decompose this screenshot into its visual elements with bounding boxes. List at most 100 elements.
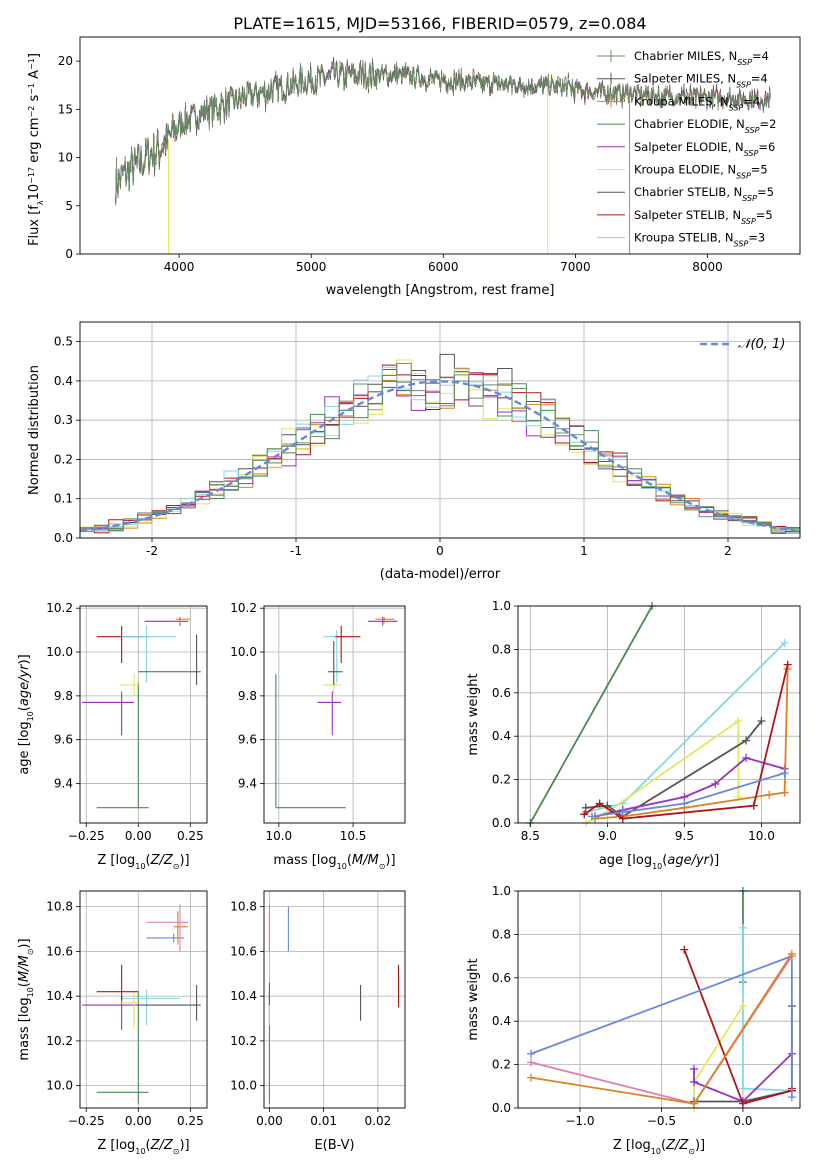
plus-marker xyxy=(595,799,604,808)
plus-marker xyxy=(734,717,743,726)
y-tick-label: 0.8 xyxy=(492,642,511,656)
plus-marker xyxy=(690,1077,699,1086)
plus-marker xyxy=(738,1084,747,1093)
plus-marker xyxy=(527,1073,536,1082)
x-axis-label: E(B-V) xyxy=(314,1138,354,1153)
plus-marker xyxy=(787,1093,796,1102)
plus-marker xyxy=(738,1002,747,1011)
x-tick-label: 0.00 xyxy=(256,1114,283,1128)
y-tick-label: 0.2 xyxy=(492,1058,511,1072)
plus-marker xyxy=(787,949,796,958)
x-tick-label: 0.0 xyxy=(733,1114,752,1128)
plus-marker xyxy=(780,788,789,797)
y-tick-label: 0.6 xyxy=(492,971,511,985)
plus-marker xyxy=(780,769,789,778)
y-tick-label: 0.4 xyxy=(492,729,511,743)
weight-series xyxy=(527,949,796,1108)
weight_vs_age-frame xyxy=(517,605,801,824)
x-axis-label: mass [log10(M/M⊙)] xyxy=(273,853,395,871)
legend-entry: Salpeter ELODIE, NSSP=6 xyxy=(634,140,775,158)
x-axis-label: Z [log10(Z/Z⊙)] xyxy=(97,853,189,871)
data-point xyxy=(96,964,139,1001)
data-point xyxy=(82,996,139,1030)
data-point xyxy=(138,634,201,685)
y-tick-label: 9.8 xyxy=(54,689,73,703)
weight_vs_Z-frame xyxy=(517,890,801,1109)
legend-entry: Salpeter MILES, NSSP=4 xyxy=(634,72,768,90)
y-tick-label: 0.8 xyxy=(492,927,511,941)
x-axis-label: Z [log10(Z/Z⊙)] xyxy=(97,1138,189,1156)
y-tick-label: 10.2 xyxy=(230,601,257,615)
y-tick-label: 10.0 xyxy=(230,1079,257,1093)
y-tick-label: 0.0 xyxy=(54,531,73,545)
data-point xyxy=(367,616,398,626)
data-point xyxy=(96,682,149,809)
legend-entry: Chabrier MILES, NSSP=4 xyxy=(634,49,769,67)
legend-entry: Kroupa MILES, NSSP=4 xyxy=(634,94,760,112)
legend-entry: Chabrier STELIB, NSSP=5 xyxy=(634,185,774,203)
plus-marker xyxy=(738,923,747,932)
y-tick-label: 10.6 xyxy=(230,944,257,958)
weight-series-line xyxy=(591,772,785,818)
legend-entry: Salpeter STELIB, NSSP=5 xyxy=(634,208,773,226)
x-tick-label: 2 xyxy=(724,544,732,558)
y-tick-label: 0.2 xyxy=(492,773,511,787)
x-tick-label: -1 xyxy=(290,544,302,558)
x-tick-label: 0 xyxy=(436,544,444,558)
plus-marker xyxy=(680,799,689,808)
y-tick-label: 9.4 xyxy=(54,777,73,791)
plus-marker xyxy=(690,1064,699,1073)
legend-entry: 𝒩(0, 1) xyxy=(738,337,785,352)
data-point xyxy=(335,625,361,663)
plus-marker xyxy=(581,803,590,812)
age_vs_mass-grid xyxy=(264,606,405,823)
data-point xyxy=(121,625,176,683)
y-tick-label: 10.0 xyxy=(230,645,257,659)
x-axis-label: wavelength [Angstrom, rest frame] xyxy=(326,283,555,298)
x-tick-label: −0.25 xyxy=(68,829,105,843)
data-point xyxy=(275,673,346,809)
x-tick-label: 8.5 xyxy=(521,829,540,843)
y-tick-label: 0.4 xyxy=(54,374,73,388)
plus-marker xyxy=(765,790,774,799)
y-tick-label: 0.3 xyxy=(54,413,73,427)
data-point xyxy=(82,691,135,736)
spectrum-series-line xyxy=(115,61,771,206)
plus-marker xyxy=(587,812,596,821)
data-point xyxy=(375,616,395,624)
x-tick-label: 10.5 xyxy=(340,829,367,843)
age_vs_mass-frame xyxy=(263,605,406,824)
y-tick-label: 10.6 xyxy=(46,944,73,958)
spectrum-frame xyxy=(79,36,801,255)
x-tick-label: 9.0 xyxy=(598,829,617,843)
y-tick-label: 20 xyxy=(58,54,73,68)
x-tick-label: 0.25 xyxy=(177,1114,204,1128)
data-point xyxy=(96,991,149,1104)
mass_vs_ebv-frame xyxy=(263,890,406,1109)
y-tick-label: 10.4 xyxy=(230,989,257,1003)
plus-marker xyxy=(690,1099,699,1108)
y-tick-label: 1.0 xyxy=(492,884,511,898)
y-tick-label: 10.4 xyxy=(46,989,73,1003)
plus-marker xyxy=(780,638,789,647)
y-tick-label: 10.0 xyxy=(46,645,73,659)
x-tick-label: 8000 xyxy=(692,260,723,274)
weight-series-line xyxy=(529,605,653,824)
legend-entry: Chabrier ELODIE, NSSP=2 xyxy=(634,117,776,135)
y-tick-label: 10.2 xyxy=(46,601,73,615)
y-tick-label: 0.4 xyxy=(492,1014,511,1028)
y-axis-label: Normed distribution xyxy=(27,365,42,495)
y-tick-label: 0.1 xyxy=(54,492,73,506)
y-tick-label: 9.4 xyxy=(238,777,257,791)
data-point xyxy=(119,991,139,1028)
y-axis-label: mass weight xyxy=(466,958,481,1040)
histogram-series xyxy=(79,362,801,538)
data-point xyxy=(138,984,201,1021)
x-tick-label: 7000 xyxy=(560,260,591,274)
legend-entry: Kroupa STELIB, NSSP=3 xyxy=(634,231,765,249)
y-tick-label: 1.0 xyxy=(492,599,511,613)
data-point xyxy=(175,616,191,624)
data-point xyxy=(119,673,139,696)
plus-marker xyxy=(783,660,792,669)
plus-marker xyxy=(527,1058,536,1067)
